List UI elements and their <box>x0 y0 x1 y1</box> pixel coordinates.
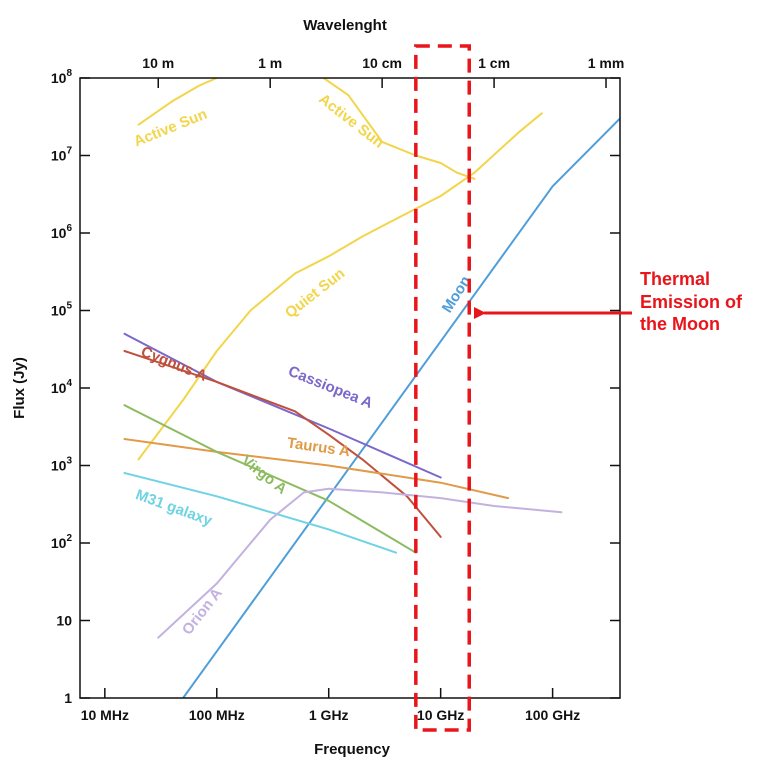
top-tick-label: 1 m <box>258 55 282 71</box>
callout-line-3: the Moon <box>640 314 720 334</box>
top-tick-label: 10 cm <box>362 55 402 71</box>
y-tick-label: 10 <box>56 613 72 629</box>
x-axis-title: Frequency <box>314 741 391 758</box>
series-line-cassiopea-a-4 <box>123 332 442 479</box>
y-tick-label: 107 <box>51 146 73 164</box>
series-line-active-sun-1 <box>322 78 476 180</box>
series-line-active-sun-0 <box>137 78 218 126</box>
x-tick-label: 1 GHz <box>309 707 349 723</box>
series-line-orion-a-9 <box>157 487 563 639</box>
y-tick-label: 103 <box>51 456 73 474</box>
series-label-active-sun-0: Active Sun <box>131 106 209 151</box>
series-line-cygnus-a-5 <box>123 350 442 538</box>
y-tick-label: 105 <box>51 301 73 319</box>
series-line-virgo-a-7 <box>123 404 417 554</box>
y-tick-label: 102 <box>51 533 73 551</box>
callout-line-2: Emission of <box>640 291 743 312</box>
y-axis-title: Flux (Jy) <box>11 357 28 419</box>
y-tick-label: 108 <box>51 68 73 86</box>
moon-callout-text: Thermal Emission of the Moon <box>640 268 762 336</box>
top-tick-label: 1 mm <box>588 55 625 71</box>
series-label-quiet-sun-2: Quiet Sun <box>282 265 348 322</box>
y-tick-label: 104 <box>51 378 73 396</box>
x-tick-label: 100 GHz <box>525 707 580 723</box>
series-line-m31-galaxy-8 <box>123 472 398 554</box>
top-tick-label: 10 m <box>142 55 174 71</box>
top-tick-label: 1 cm <box>478 55 510 71</box>
highlight-band <box>414 44 471 732</box>
series-label-cassiopea-a-4: Cassiopea A <box>286 363 375 412</box>
x-tick-label: 100 MHz <box>189 707 245 723</box>
x-tick-label: 10 MHz <box>81 707 129 723</box>
series-line-quiet-sun-2 <box>137 112 543 461</box>
series-line-moon-3 <box>182 117 620 698</box>
series-line-taurus-a-6 <box>123 438 510 500</box>
y-tick-label: 1 <box>64 690 72 706</box>
callout-line-1: Thermal <box>640 269 711 289</box>
x-tick-label: 10 GHz <box>417 707 464 723</box>
y-tick-label: 106 <box>51 223 73 241</box>
series-label-taurus-a-6: Taurus A <box>286 435 351 461</box>
top-axis-title: Wavelenght <box>303 17 387 34</box>
series-label-cygnus-a-5: Cygnus A <box>139 343 210 385</box>
